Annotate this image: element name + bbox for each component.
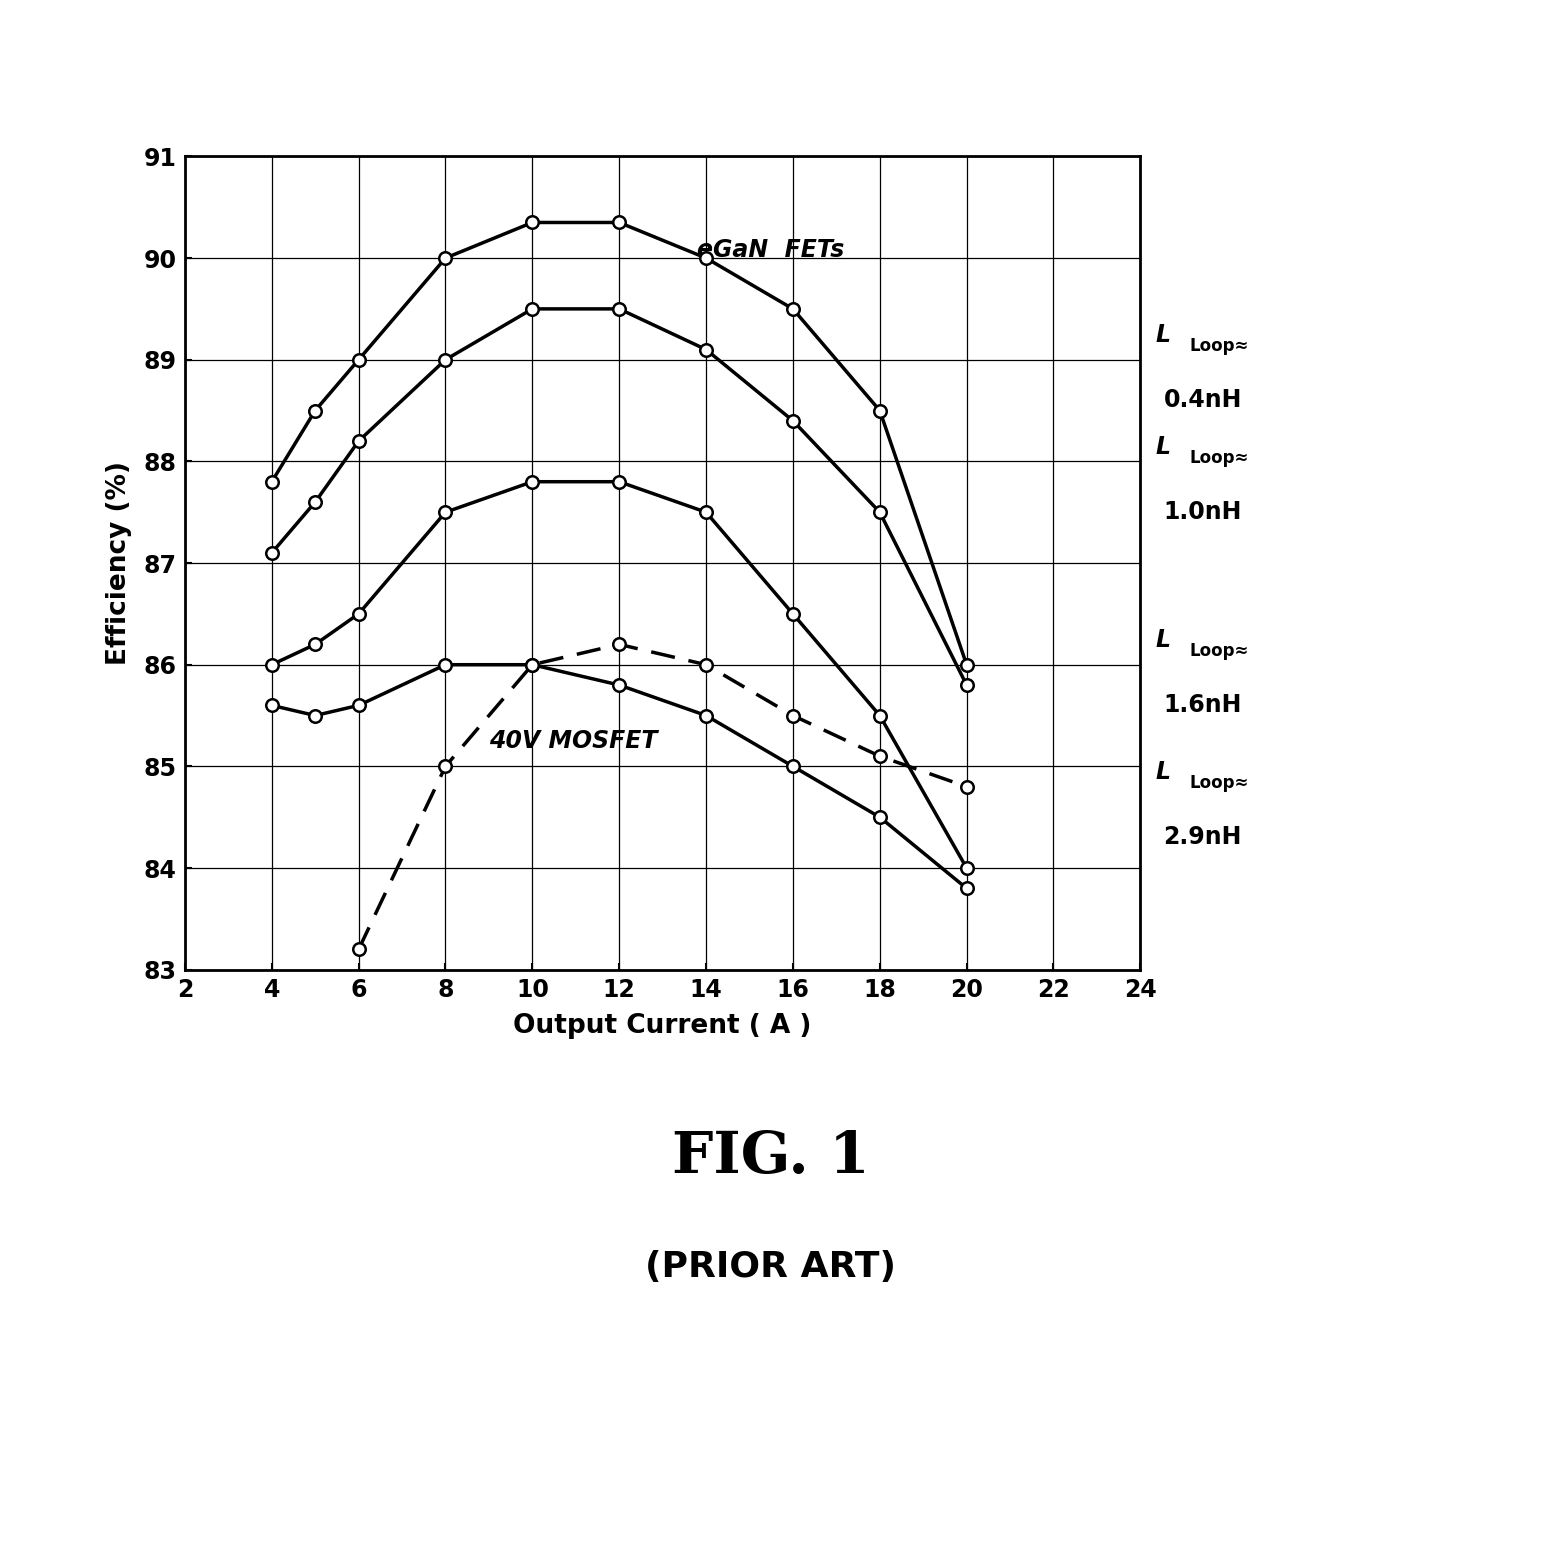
Text: L: L <box>1156 760 1171 784</box>
Text: L: L <box>1156 629 1171 652</box>
X-axis label: Output Current ( A ): Output Current ( A ) <box>513 1013 812 1038</box>
Text: 2.9nH: 2.9nH <box>1163 824 1242 849</box>
Y-axis label: Efficiency (%): Efficiency (%) <box>106 461 133 665</box>
Text: Loop≈: Loop≈ <box>1190 336 1250 355</box>
Text: 40V MOSFET: 40V MOSFET <box>488 729 658 752</box>
Text: 1.0nH: 1.0nH <box>1163 499 1242 524</box>
Text: eGaN  FETs: eGaN FETs <box>698 238 844 261</box>
Text: FIG. 1: FIG. 1 <box>672 1129 869 1186</box>
Text: L: L <box>1156 435 1171 458</box>
Text: 0.4nH: 0.4nH <box>1163 388 1242 411</box>
Text: 1.6nH: 1.6nH <box>1163 693 1242 716</box>
Text: (PRIOR ART): (PRIOR ART) <box>646 1250 895 1284</box>
Text: L: L <box>1156 324 1171 347</box>
Text: Loop≈: Loop≈ <box>1190 641 1250 660</box>
Text: Loop≈: Loop≈ <box>1190 774 1250 791</box>
Text: Loop≈: Loop≈ <box>1190 449 1250 466</box>
